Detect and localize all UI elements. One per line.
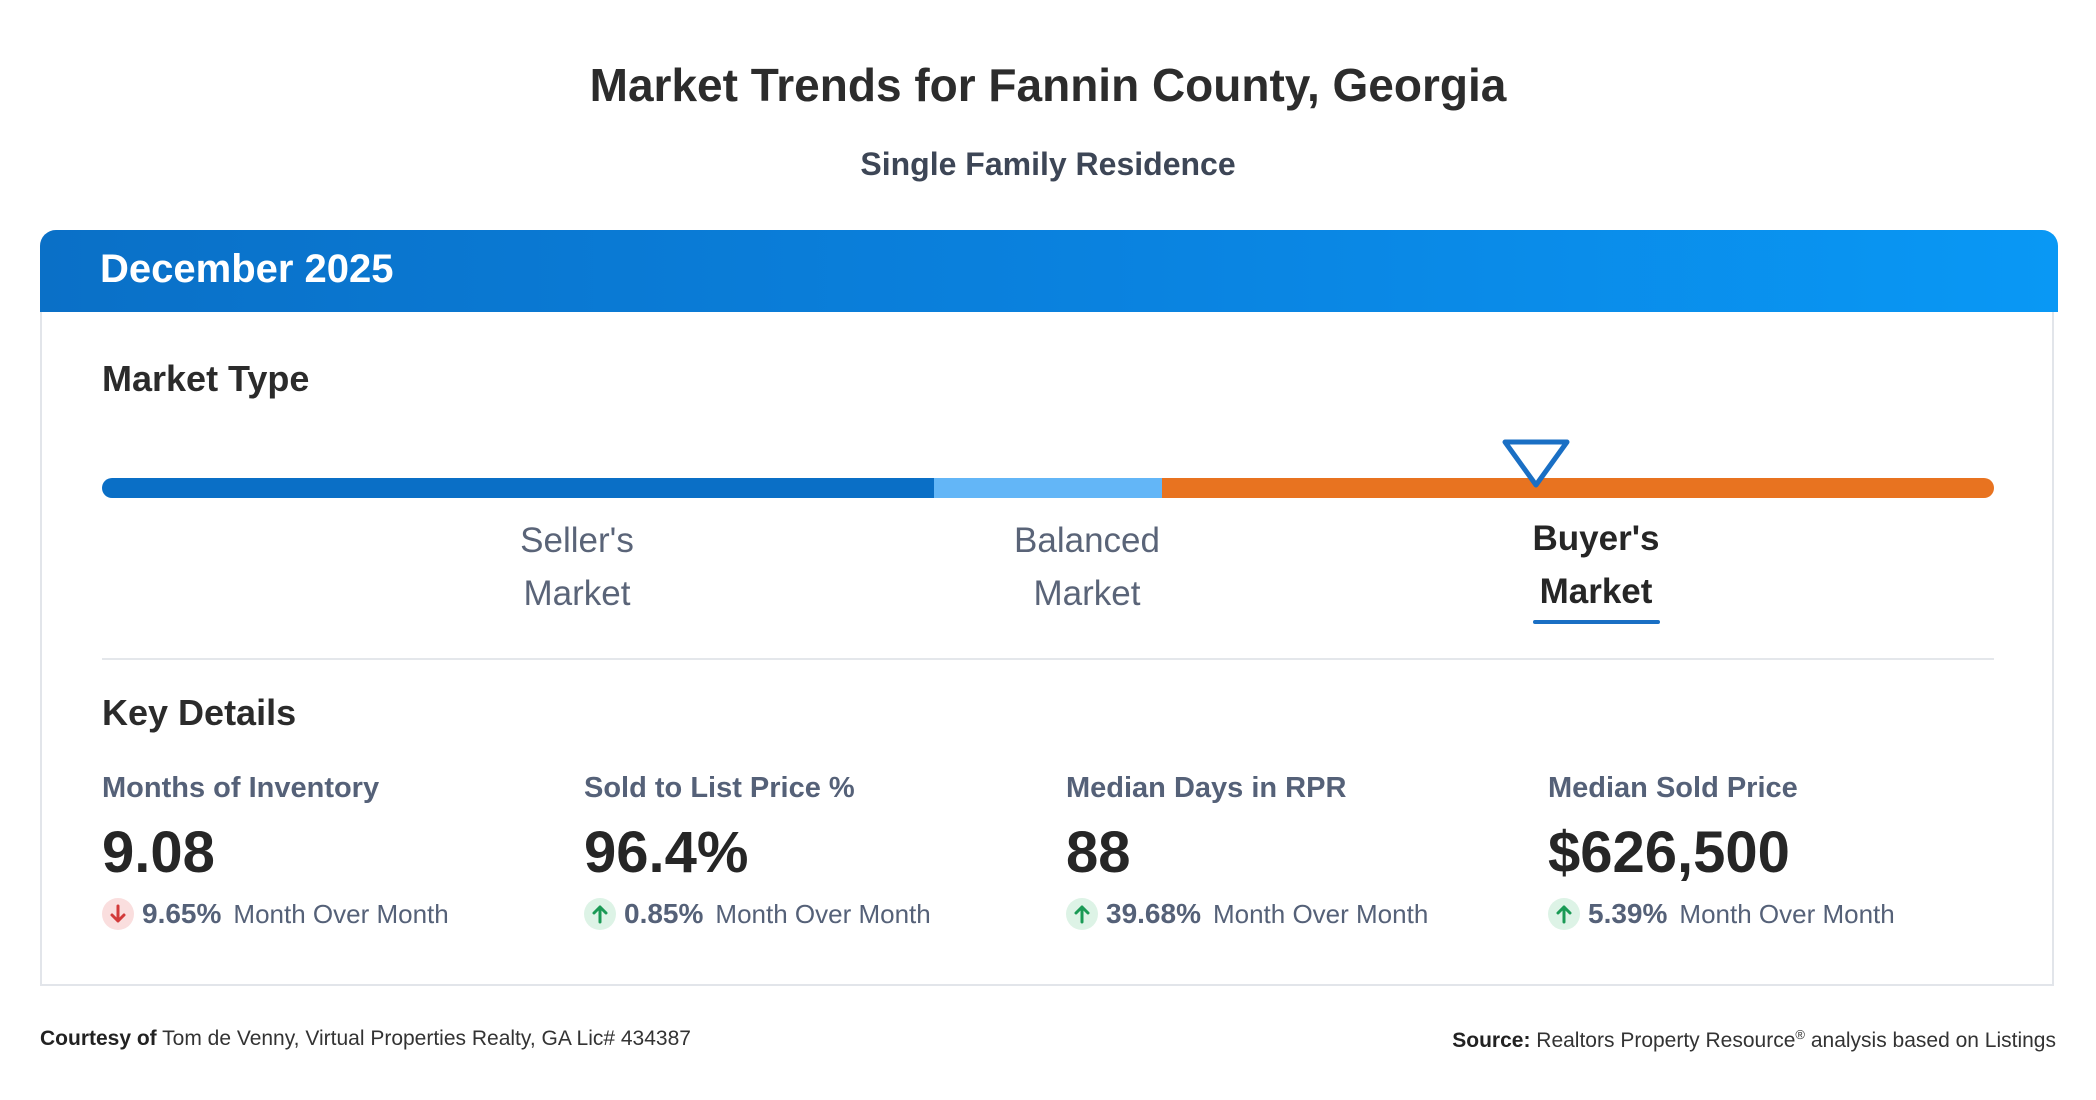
courtesy-footer: Courtesy of Tom de Venny, Virtual Proper…: [40, 1027, 691, 1051]
label-line-2: Market: [1539, 572, 1653, 611]
metric-median-days-in-rpr: Median Days in RPR 88 39.68% Month Over …: [1066, 772, 1526, 932]
registered-mark: ®: [1795, 1027, 1805, 1042]
arrow-down-icon: [102, 898, 134, 930]
metric-change: 0.85% Month Over Month: [584, 896, 1044, 932]
change-percent: 39.68%: [1106, 898, 1201, 929]
courtesy-text: Tom de Venny, Virtual Properties Realty,…: [156, 1027, 691, 1050]
metric-label: Median Sold Price: [1548, 772, 1798, 804]
card-header: December 2025: [40, 230, 2058, 312]
source-footer: Source: Realtors Property Resource® anal…: [1452, 1027, 2056, 1053]
change-percent: 5.39%: [1588, 898, 1668, 929]
metric-months-of-inventory: Months of Inventory 9.08 9.65% Month Ove…: [102, 772, 562, 932]
buyers-market-label-inner: Buyer's Market: [1532, 512, 1660, 624]
label-line-1: Buyer's: [1532, 519, 1660, 558]
key-details-heading: Key Details: [102, 692, 297, 733]
metric-value: $626,500: [1548, 820, 1790, 885]
metric-label: Median Days in RPR: [1066, 772, 1347, 804]
page-title: Market Trends for Fannin County, Georgia: [589, 59, 1507, 111]
label-line-1: Seller's: [520, 521, 634, 560]
triangle-down-icon: [1500, 438, 1572, 490]
change-percent: 9.65%: [142, 898, 222, 929]
change-period-label: Month Over Month: [233, 898, 449, 929]
metric-label: Sold to List Price %: [584, 772, 855, 804]
metric-value: 9.08: [102, 820, 215, 885]
source-label: Source:: [1452, 1029, 1531, 1052]
buyers-market-label: Buyer's Market: [1496, 512, 1696, 624]
market-type-heading: Market Type: [102, 358, 310, 399]
active-underline: [1532, 620, 1660, 624]
sellers-market-label: Seller's Market: [437, 514, 717, 620]
change-period-label: Month Over Month: [1212, 898, 1429, 929]
balanced-market-label: Balanced Market: [947, 514, 1227, 620]
change-percent: 0.85%: [624, 898, 704, 929]
balanced-market-segment: [934, 478, 1162, 498]
metric-change: 9.65% Month Over Month: [102, 896, 562, 932]
market-type-bar: [102, 478, 1994, 498]
arrow-up-icon: [1066, 898, 1098, 930]
page-subtitle: Single Family Residence: [860, 146, 1236, 182]
metric-value: 96.4%: [584, 820, 749, 885]
metric-median-sold-price: Median Sold Price $626,500 5.39% Month O…: [1548, 772, 2008, 932]
metric-label: Months of Inventory: [102, 772, 380, 804]
period-label: December 2025: [100, 247, 394, 291]
label-line-2: Market: [523, 574, 631, 613]
metric-value: 88: [1066, 820, 1131, 885]
courtesy-label: Courtesy of: [40, 1027, 157, 1050]
change-period-label: Month Over Month: [715, 898, 931, 929]
label-line-2: Market: [1033, 574, 1141, 613]
sellers-market-segment: [102, 478, 935, 498]
section-divider: [102, 658, 1994, 660]
metric-change: 5.39% Month Over Month: [1548, 896, 2008, 932]
metric-sold-to-list-price: Sold to List Price % 96.4% 0.85% Month O…: [584, 772, 1044, 932]
arrow-up-icon: [1548, 898, 1580, 930]
label-line-1: Balanced: [1014, 521, 1160, 560]
buyers-market-segment: [1161, 478, 1994, 498]
metric-change: 39.68% Month Over Month: [1066, 896, 1526, 932]
source-text-suffix: analysis based on Listings: [1805, 1029, 2056, 1052]
arrow-up-icon: [584, 898, 616, 930]
market-trends-card: December 2025 Market Type Seller's Marke…: [40, 230, 2058, 986]
change-period-label: Month Over Month: [1679, 898, 1895, 929]
source-text: Realtors Property Resource: [1530, 1029, 1796, 1052]
